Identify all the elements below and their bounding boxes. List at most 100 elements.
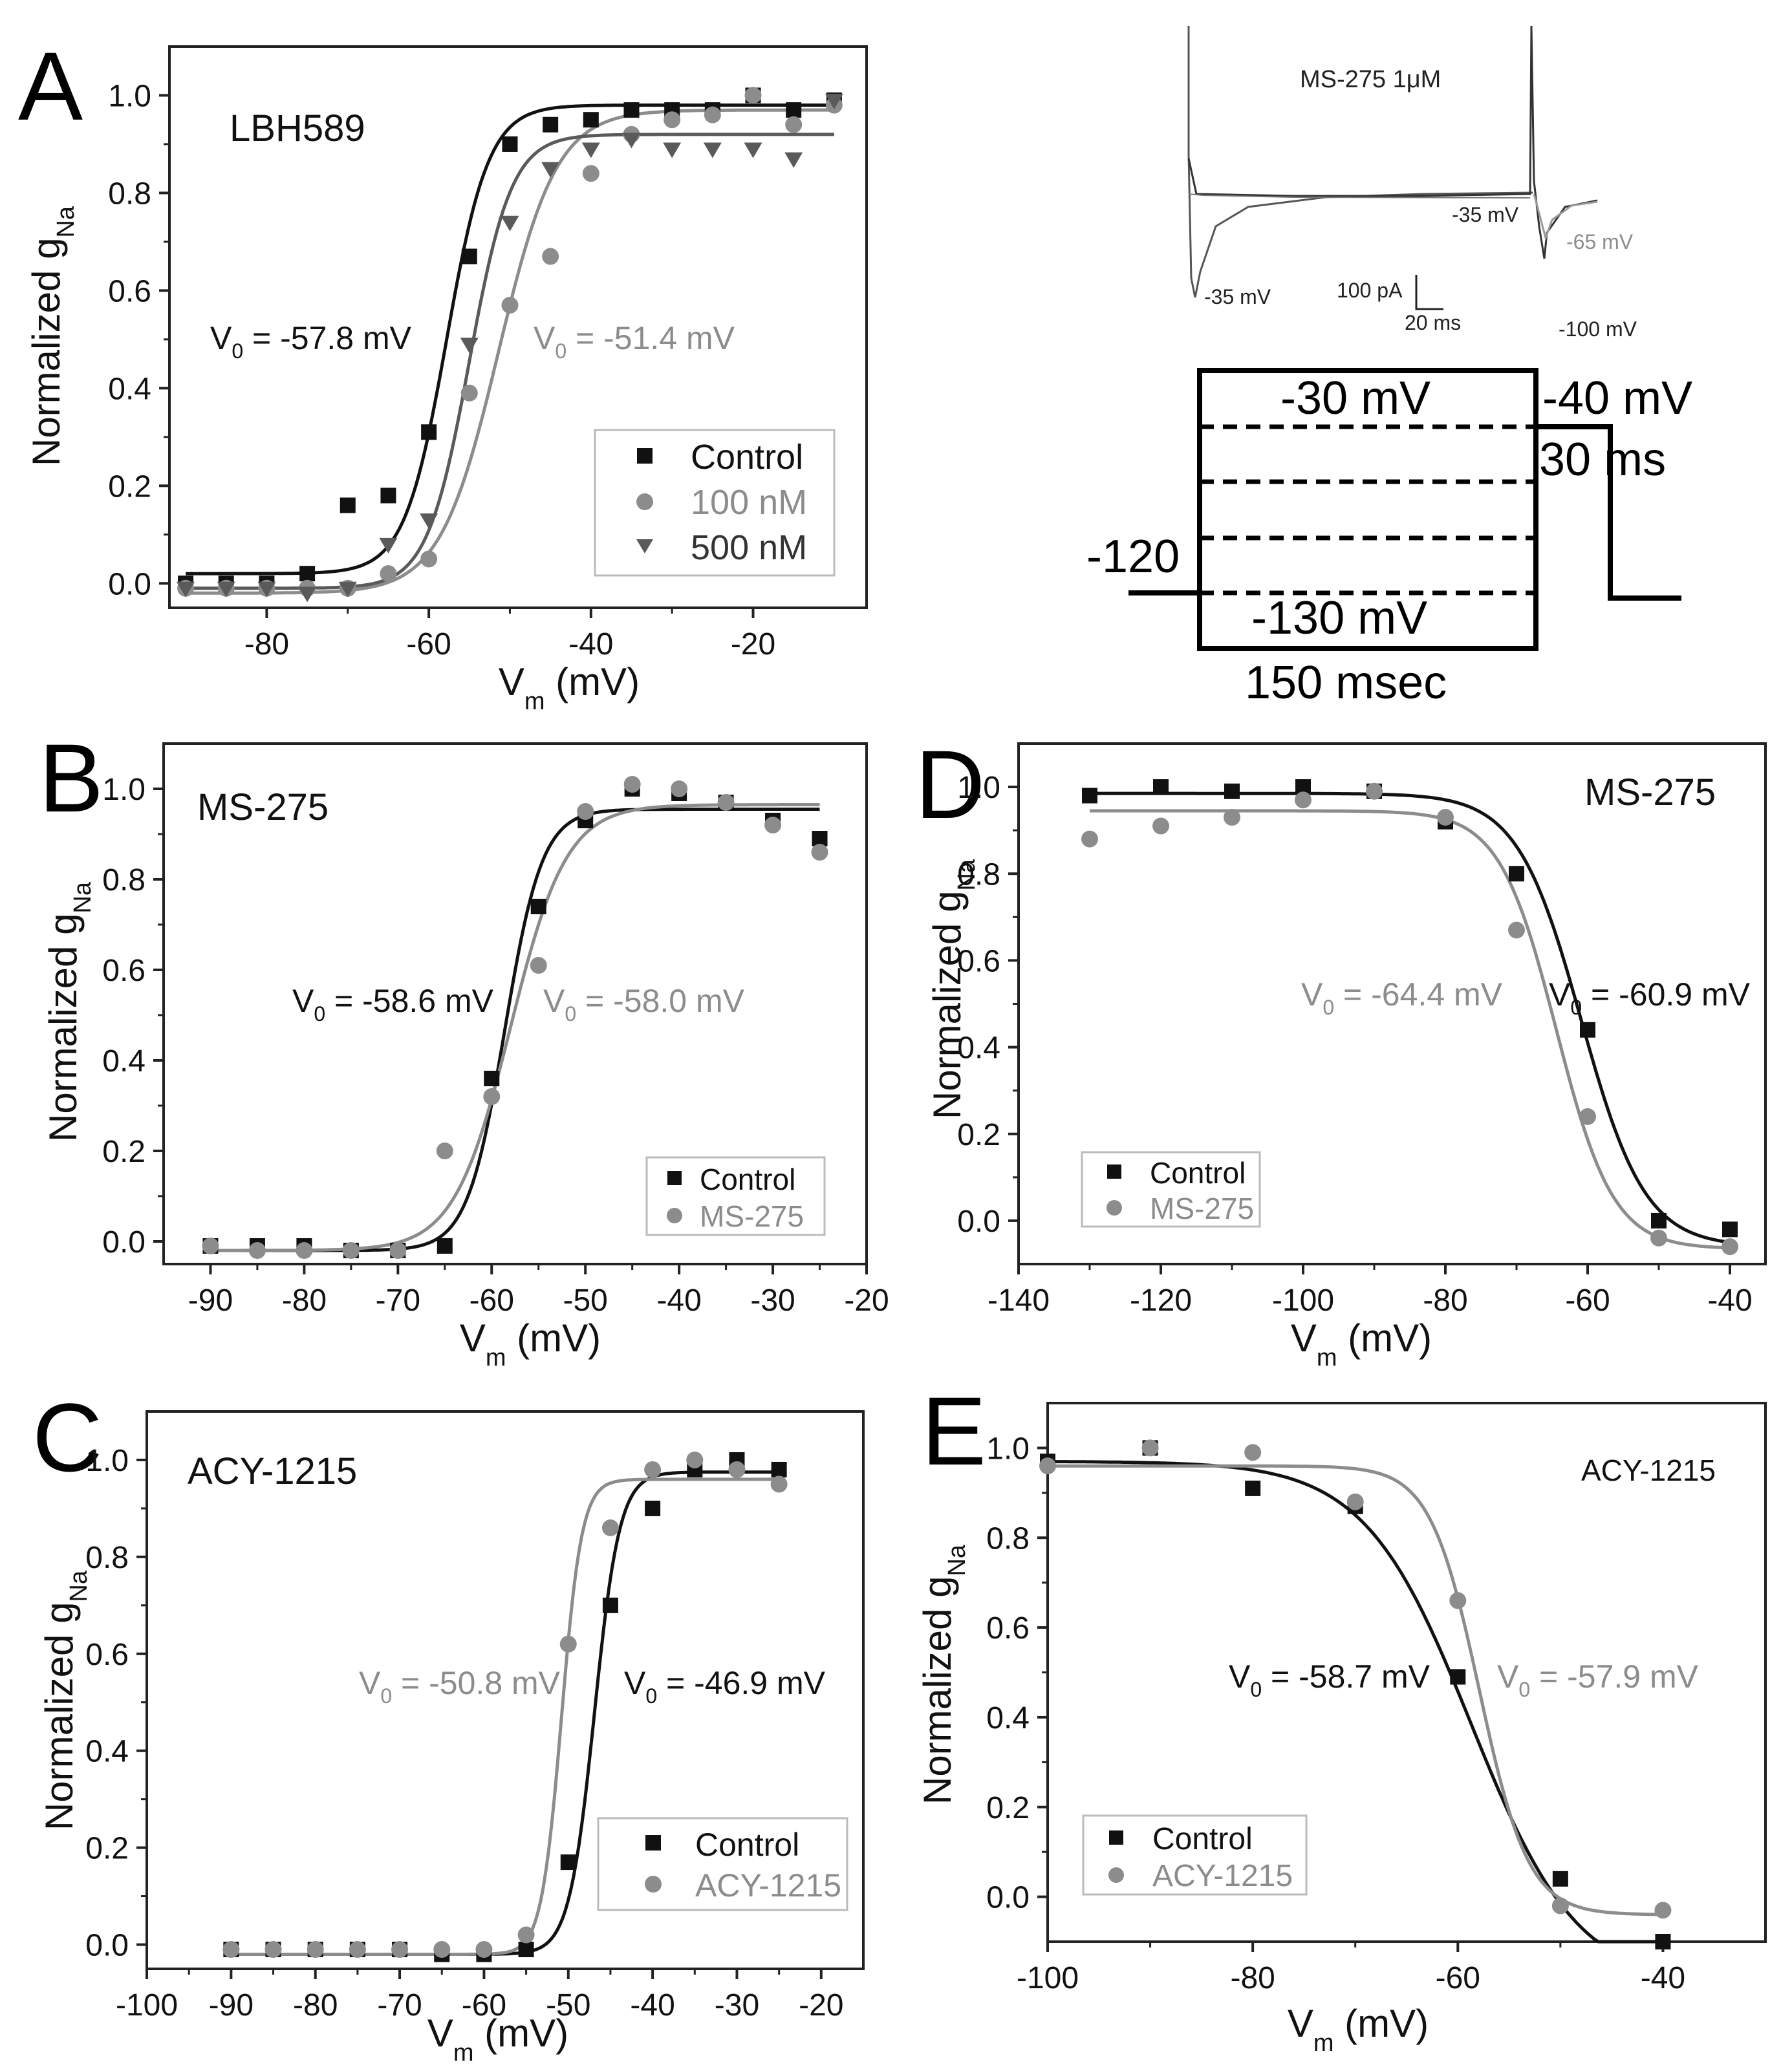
y-tick-label-d: 0.2 [957, 1118, 1000, 1152]
legend-marker-e-control [1109, 1830, 1123, 1845]
data-point-c-1 [475, 1941, 493, 1958]
data-point-c-0 [560, 1854, 576, 1871]
data-point-a-0 [502, 136, 518, 152]
y-axis-label-c: Normalized gNa [38, 1570, 92, 1830]
data-point-b-1 [671, 780, 688, 797]
data-point-c-1 [433, 1941, 451, 1958]
x-axis-label-e: Vm (mV) [1288, 2002, 1429, 2057]
x-axis-label-a: Vm (mV) [499, 660, 640, 715]
x-tick-label-d: -80 [1423, 1283, 1467, 1318]
data-point-b-1 [530, 957, 547, 974]
legend-label-e-control: Control [1152, 1822, 1253, 1856]
x-tick-label-b: -90 [188, 1283, 233, 1318]
legend-c: Control ACY-1215 [597, 1817, 848, 1911]
y-tick-label-b: 0.0 [102, 1225, 146, 1260]
data-point-b-0 [484, 1071, 500, 1086]
data-point-a-1 [785, 116, 803, 133]
panel-letter-e: E [922, 1377, 986, 1485]
y-tick-label-a: 0.8 [108, 177, 151, 211]
data-point-a-1 [542, 248, 559, 265]
y-axis-label-b: Normalized gNa [41, 881, 96, 1142]
y-tick-label-d: 0.8 [957, 857, 1000, 892]
y-tick-label-d: 0.6 [957, 944, 1000, 978]
data-point-e-1 [1039, 1457, 1056, 1475]
fit-curve-a-0 [186, 103, 834, 575]
data-point-a-2 [784, 152, 803, 168]
data-point-a-2 [541, 162, 560, 178]
y-tick-label-e: 0.8 [986, 1521, 1030, 1556]
legend-label-c-control: Control [695, 1827, 799, 1863]
y-tick-label-e: 0.6 [986, 1611, 1030, 1646]
data-point-d-0 [1224, 783, 1240, 799]
legend-box-a [594, 429, 836, 577]
x-tick-label-c: -60 [462, 1988, 506, 2023]
data-point-a-1 [582, 165, 599, 182]
data-point-a-0 [380, 488, 396, 504]
x-tick-label-a: -60 [406, 627, 451, 661]
data-point-a-1 [704, 106, 721, 123]
data-point-a-2 [663, 142, 682, 158]
y-tick-label-e: 1.0 [986, 1432, 1030, 1466]
y-tick-label-c: 0.0 [85, 1929, 129, 1963]
v0-label-e-control: V0 = -58.7 mV [1229, 1658, 1430, 1701]
x-tick-label-c: -40 [630, 1988, 675, 2023]
data-point-a-0 [786, 102, 802, 118]
scale-time: 20 ms [1405, 311, 1461, 334]
trace-label-65mv: -65 mV [1566, 230, 1634, 253]
legend-b: Control MS-275 [645, 1156, 826, 1236]
y-tick-label-a: 0.2 [108, 469, 151, 504]
x-tick-label-c: -50 [546, 1988, 590, 2023]
x-tick-label-c: -70 [377, 1988, 422, 2023]
data-point-e-0 [1552, 1871, 1568, 1887]
data-point-a-2 [338, 581, 357, 597]
y-axis-label-a: Normalized gNa [25, 206, 80, 466]
data-point-c-1 [644, 1461, 662, 1478]
current-traces-inset: MS-275 1μM -35 mV -35 mV -65 mV -100 mV … [1187, 25, 1637, 341]
y-tick-label-c: 0.6 [85, 1638, 129, 1672]
scale-current: 100 pA [1337, 279, 1403, 302]
data-point-b-1 [296, 1242, 313, 1259]
legend-marker-a-500nm [636, 539, 653, 553]
legend-a: Control 100 nM 500 nM [594, 429, 836, 577]
data-point-a-1 [420, 550, 438, 568]
y-tick-label-c: 0.2 [85, 1832, 129, 1866]
y-tick-label-b: 0.8 [102, 863, 146, 897]
data-point-e-1 [1244, 1444, 1262, 1461]
data-point-c-0 [771, 1461, 787, 1477]
panel-b: B MS-275 -90 -80 -70 -60 -50 -40 -30 -20 0.0 0.2 0… [39, 724, 889, 1371]
legend-label-e-acy: ACY-1215 [1152, 1859, 1293, 1893]
x-tick-label-c: -100 [116, 1988, 178, 2023]
data-point-e-0 [1655, 1934, 1671, 1949]
protocol-bottom-label: -130 mV [1251, 592, 1427, 644]
legend-box-c [597, 1817, 848, 1911]
x-tick-label-b: -70 [376, 1283, 420, 1318]
data-point-c-1 [222, 1941, 240, 1958]
data-point-a-2 [460, 338, 479, 354]
v0-label-a-100nm: V0 = -51.4 mV [534, 320, 735, 363]
data-point-a-2 [622, 133, 641, 149]
data-point-a-1 [664, 111, 681, 129]
y-tick-label-b: 0.2 [102, 1135, 146, 1169]
v0-label-a-control: V0 = -57.8 mV [210, 320, 412, 363]
x-tick-label-d: -120 [1130, 1283, 1192, 1318]
protocol-holding-label: -120 [1086, 531, 1180, 583]
scale-bar [1415, 275, 1443, 310]
x-tick-label-e: -80 [1230, 1961, 1275, 1995]
v0-label-d-control: V0 = -60.9 mV [1549, 976, 1751, 1019]
y-tick-label-b: 0.6 [102, 954, 146, 988]
legend-label-b-control: Control [700, 1163, 795, 1196]
y-tick-label-c: 1.0 [85, 1444, 129, 1478]
points-a [177, 87, 843, 603]
data-point-c-1 [517, 1926, 535, 1944]
panel-letter-c: C [32, 1383, 102, 1492]
data-point-b-1 [577, 803, 594, 820]
data-point-b-1 [717, 794, 735, 811]
x-tick-label-c: -80 [293, 1988, 338, 2023]
x-tick-label-d: -60 [1565, 1283, 1610, 1318]
data-point-d-1 [1152, 817, 1169, 835]
data-point-a-2 [217, 581, 235, 597]
plot-frame-c [146, 1410, 865, 1970]
data-point-e-0 [1450, 1669, 1466, 1685]
x-tick-label-d: -100 [1272, 1283, 1334, 1318]
